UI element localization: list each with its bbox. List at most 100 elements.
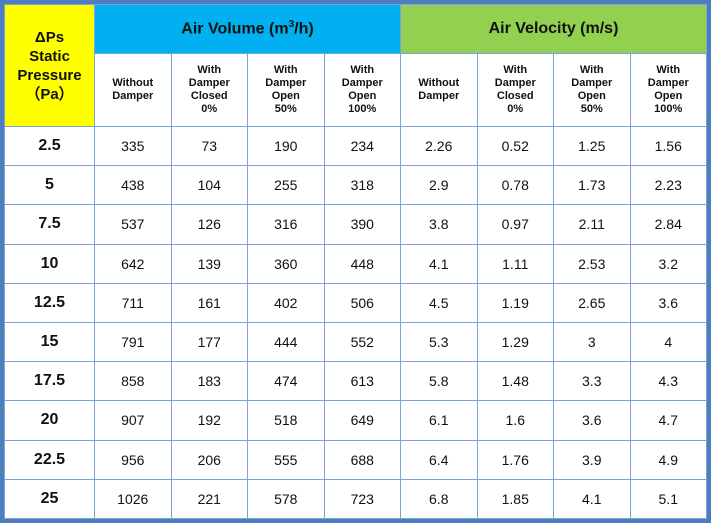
value-cell: 316 (247, 204, 325, 245)
air-velocity-header: Air Velocity (m/s) (400, 4, 707, 54)
table-row: 10 642 139 360 448 4.1 1.11 2.53 3.2 (4, 243, 707, 284)
value-cell: 1.85 (476, 478, 554, 520)
static-label: Static (29, 47, 70, 65)
subcolumn-header: With Damper Open 100% (323, 53, 401, 127)
pressure-cell: 10 (4, 243, 95, 284)
value-cell: 1.19 (476, 282, 554, 323)
value-cell: 206 (170, 439, 248, 480)
value-cell: 552 (323, 321, 401, 363)
value-cell: 73 (170, 125, 248, 167)
air-volume-header: Air Volume (m3/h) (94, 4, 401, 54)
value-cell: 0.97 (476, 204, 554, 245)
value-cell: 104 (170, 165, 248, 206)
value-cell: 518 (247, 400, 325, 441)
value-cell: 139 (170, 243, 248, 284)
subcolumn-label-line: 100% (654, 103, 683, 115)
superscript-3: 3 (288, 19, 295, 31)
table-row: 20 907 192 518 649 6.1 1.6 3.6 4.7 (4, 400, 707, 441)
subcolumn-label-line: With (350, 64, 375, 76)
value-cell: 4.3 (629, 361, 707, 402)
subcolumn-label-line: Damper (647, 77, 689, 89)
subcolumn-label-line: With (197, 64, 222, 76)
pressure-cell: 22.5 (4, 439, 95, 480)
value-cell: 161 (170, 282, 248, 323)
table-row: 17.5 858 183 474 613 5.8 1.48 3.3 4.3 (4, 361, 707, 402)
subcolumn-label-line: Closed (496, 90, 534, 102)
subcolumn-header: With Damper Open 50% (553, 53, 631, 127)
value-cell: 1.73 (553, 165, 631, 206)
static-pressure-header: ΔPs Static Pressure （Pa） (4, 4, 95, 127)
subcolumn-label-line: Open (577, 90, 606, 102)
pressure-cell: 17.5 (4, 361, 95, 402)
value-cell: 4.7 (629, 400, 707, 441)
value-cell: 0.78 (476, 165, 554, 206)
value-cell: 688 (323, 439, 401, 480)
value-cell: 1.56 (629, 125, 707, 167)
value-cell: 711 (94, 282, 172, 323)
value-cell: 474 (247, 361, 325, 402)
value-cell: 2.26 (400, 125, 478, 167)
value-cell: 5.8 (400, 361, 478, 402)
value-cell: 3.2 (629, 243, 707, 284)
table-row: 5 438 104 255 318 2.9 0.78 1.73 2.23 (4, 165, 707, 206)
pressure-cell: 2.5 (4, 125, 95, 167)
value-cell: 1026 (94, 478, 172, 520)
subcolumn-header: With Damper Open 50% (247, 53, 325, 127)
value-cell: 2.23 (629, 165, 707, 206)
pressure-cell: 15 (4, 321, 95, 363)
value-cell: 537 (94, 204, 172, 245)
value-cell: 183 (170, 361, 248, 402)
pressure-cell: 12.5 (4, 282, 95, 323)
value-cell: 126 (170, 204, 248, 245)
subcolumn-label-line: Damper (341, 77, 383, 89)
subcolumn-header: With Damper Closed 0% (170, 53, 248, 127)
table-row: 22.5 956 206 555 688 6.4 1.76 3.9 4.9 (4, 439, 707, 480)
value-cell: 555 (247, 439, 325, 480)
unit-pa-label: （Pa） (25, 85, 74, 103)
subcolumn-label-line: Damper (188, 77, 230, 89)
value-cell: 506 (323, 282, 401, 323)
value-cell: 4.1 (553, 478, 631, 520)
subcolumn-label-line: Damper (418, 90, 460, 102)
pressure-cell: 25 (4, 478, 95, 520)
air-volume-label: Air Volume (m (181, 20, 289, 38)
value-cell: 255 (247, 165, 325, 206)
table-row: 7.5 537 126 316 390 3.8 0.97 2.11 2.84 (4, 204, 707, 245)
subcolumn-label-line: Closed (190, 90, 228, 102)
value-cell: 4.5 (400, 282, 478, 323)
subcolumn-label-line: With (656, 64, 681, 76)
value-cell: 6.4 (400, 439, 478, 480)
pressure-cell: 20 (4, 400, 95, 441)
subcolumn-label-line: 100% (348, 103, 377, 115)
value-cell: 5.3 (400, 321, 478, 363)
value-cell: 448 (323, 243, 401, 284)
value-cell: 1.29 (476, 321, 554, 363)
value-cell: 2.65 (553, 282, 631, 323)
value-cell: 3.3 (553, 361, 631, 402)
subcolumn-label-line: Open (271, 90, 300, 102)
value-cell: 177 (170, 321, 248, 363)
value-cell: 390 (323, 204, 401, 245)
air-volume-unit: /h) (294, 20, 314, 38)
value-cell: 578 (247, 478, 325, 520)
value-cell: 907 (94, 400, 172, 441)
subcolumn-label-line: Open (654, 90, 683, 102)
delta-ps-label: ΔPs (34, 28, 65, 46)
value-cell: 649 (323, 400, 401, 441)
value-cell: 2.11 (553, 204, 631, 245)
value-cell: 221 (170, 478, 248, 520)
value-cell: 335 (94, 125, 172, 167)
value-cell: 402 (247, 282, 325, 323)
value-cell: 4.1 (400, 243, 478, 284)
value-cell: 360 (247, 243, 325, 284)
value-cell: 4.9 (629, 439, 707, 480)
value-cell: 4 (629, 321, 707, 363)
value-cell: 6.1 (400, 400, 478, 441)
value-cell: 192 (170, 400, 248, 441)
value-cell: 3.9 (553, 439, 631, 480)
fan-performance-table: ΔPs Static Pressure （Pa） Air Volume (m3/… (4, 4, 707, 520)
value-cell: 0.52 (476, 125, 554, 167)
table-row: 2.5 335 73 190 234 2.26 0.52 1.25 1.56 (4, 125, 707, 167)
subcolumn-label-line: Open (348, 90, 377, 102)
